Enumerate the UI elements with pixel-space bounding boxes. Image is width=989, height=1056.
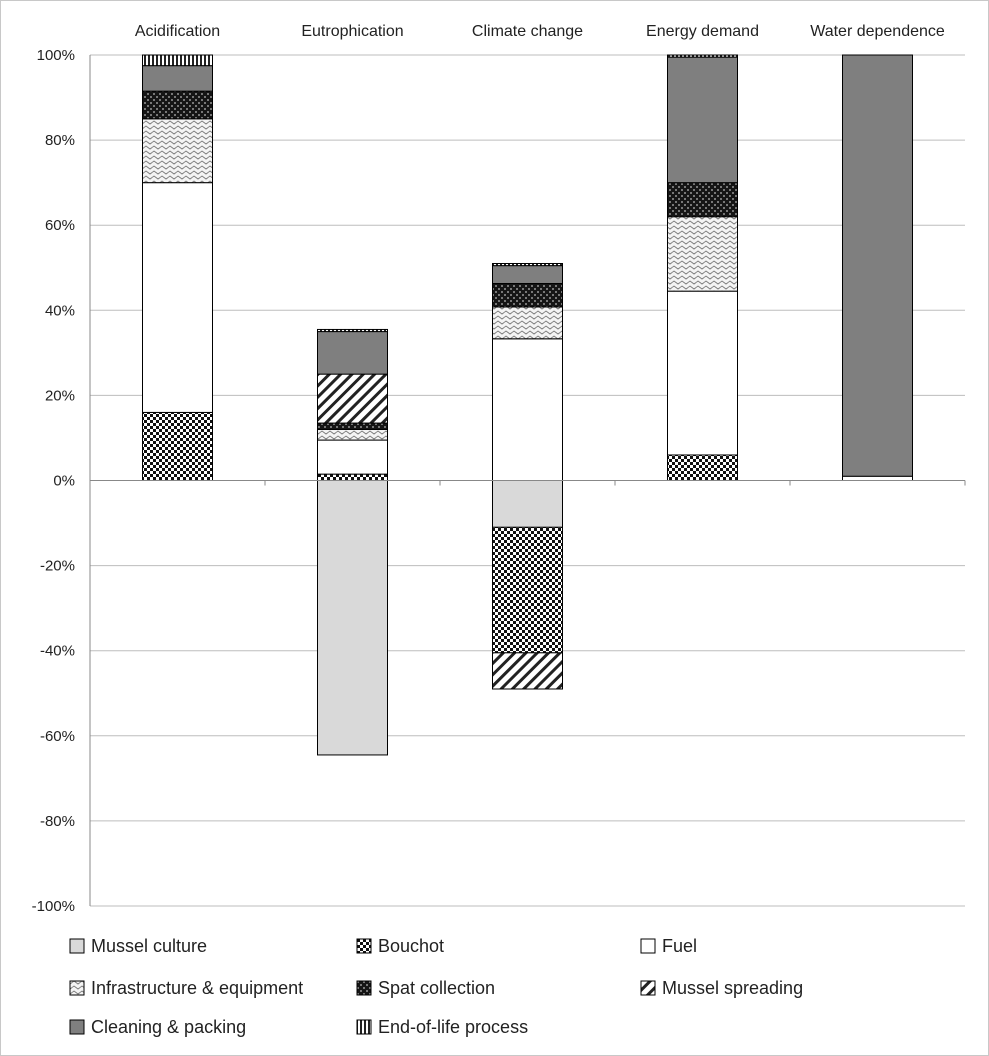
legend-swatch bbox=[356, 980, 372, 996]
y-tick-label: 80% bbox=[45, 132, 75, 149]
bar-segment bbox=[317, 328, 388, 333]
category-label: Energy demand bbox=[646, 23, 759, 40]
legend-label: Cleaning & packing bbox=[91, 1017, 246, 1037]
bar-segment bbox=[317, 373, 388, 424]
bar-segment bbox=[142, 54, 213, 67]
category-label: Acidification bbox=[135, 23, 220, 40]
legend-label: Mussel spreading bbox=[662, 978, 803, 998]
bar-segment bbox=[842, 54, 913, 477]
bar-segment bbox=[317, 428, 388, 441]
bar-segment bbox=[667, 182, 738, 218]
legend-label: Fuel bbox=[662, 936, 697, 956]
bar-segment bbox=[142, 90, 213, 120]
bar-segment bbox=[667, 54, 738, 58]
legend-swatch bbox=[356, 1019, 372, 1035]
bar-segment bbox=[142, 182, 213, 413]
legend-label: Bouchot bbox=[378, 936, 444, 956]
legend: Mussel culture Bouchot Fuel Infrastructure … bbox=[69, 936, 803, 1037]
y-tick-label: 60% bbox=[45, 217, 75, 234]
bar-segment bbox=[492, 338, 563, 481]
bar-segment bbox=[492, 282, 563, 308]
legend-label: Mussel culture bbox=[91, 936, 207, 956]
bar-segment bbox=[492, 265, 563, 284]
y-tick-label: 100% bbox=[37, 47, 75, 64]
y-tick-label: 20% bbox=[45, 387, 75, 404]
bars bbox=[142, 54, 913, 756]
legend-label: End-of-life process bbox=[378, 1017, 528, 1037]
y-tick-label: -100% bbox=[32, 898, 75, 915]
bar-segment bbox=[492, 262, 563, 267]
category-label: Water dependence bbox=[810, 23, 945, 40]
bar-segment bbox=[317, 480, 388, 756]
bar-segment bbox=[317, 439, 388, 475]
bar-segment bbox=[667, 290, 738, 456]
bar-segment bbox=[667, 56, 738, 184]
y-tick-label: 0% bbox=[53, 473, 75, 490]
category-label: Eutrophication bbox=[301, 23, 403, 40]
y-tick-label: -20% bbox=[40, 558, 75, 575]
y-tick-label: 40% bbox=[45, 302, 75, 319]
y-tick-labels: 100% 80% 60% 40% 20% 0% -20% -40% -60% -80% -100% bbox=[32, 47, 75, 915]
axes bbox=[89, 55, 966, 906]
legend-swatch bbox=[69, 980, 85, 996]
legend-swatch bbox=[356, 938, 372, 954]
bar-segment bbox=[492, 480, 563, 528]
bar-segment bbox=[492, 652, 563, 690]
legend-swatch bbox=[69, 938, 85, 954]
bar-segment bbox=[142, 65, 213, 92]
legend-swatch bbox=[640, 980, 656, 996]
category-label: Climate change bbox=[472, 23, 583, 40]
legend-swatch bbox=[69, 1019, 85, 1035]
y-tick-label: -40% bbox=[40, 643, 75, 660]
bar-segment bbox=[667, 216, 738, 292]
bar-segment bbox=[492, 306, 563, 340]
bar-segment bbox=[667, 454, 738, 482]
bar-segment bbox=[142, 118, 213, 184]
legend-label: Spat collection bbox=[378, 978, 495, 998]
category-labels: Acidification Eutrophication Climate chang… bbox=[135, 23, 945, 40]
bar-segment bbox=[142, 411, 213, 482]
bar-segment bbox=[317, 473, 388, 481]
legend-label: Infrastructure & equipment bbox=[91, 978, 303, 998]
bar-segment bbox=[492, 526, 563, 654]
y-tick-label: -80% bbox=[40, 813, 75, 830]
bar-segment bbox=[317, 422, 388, 430]
bar-segment bbox=[842, 475, 913, 481]
legend-swatch bbox=[640, 938, 656, 954]
y-tick-label: -60% bbox=[40, 728, 75, 745]
bar-segment bbox=[317, 331, 388, 375]
